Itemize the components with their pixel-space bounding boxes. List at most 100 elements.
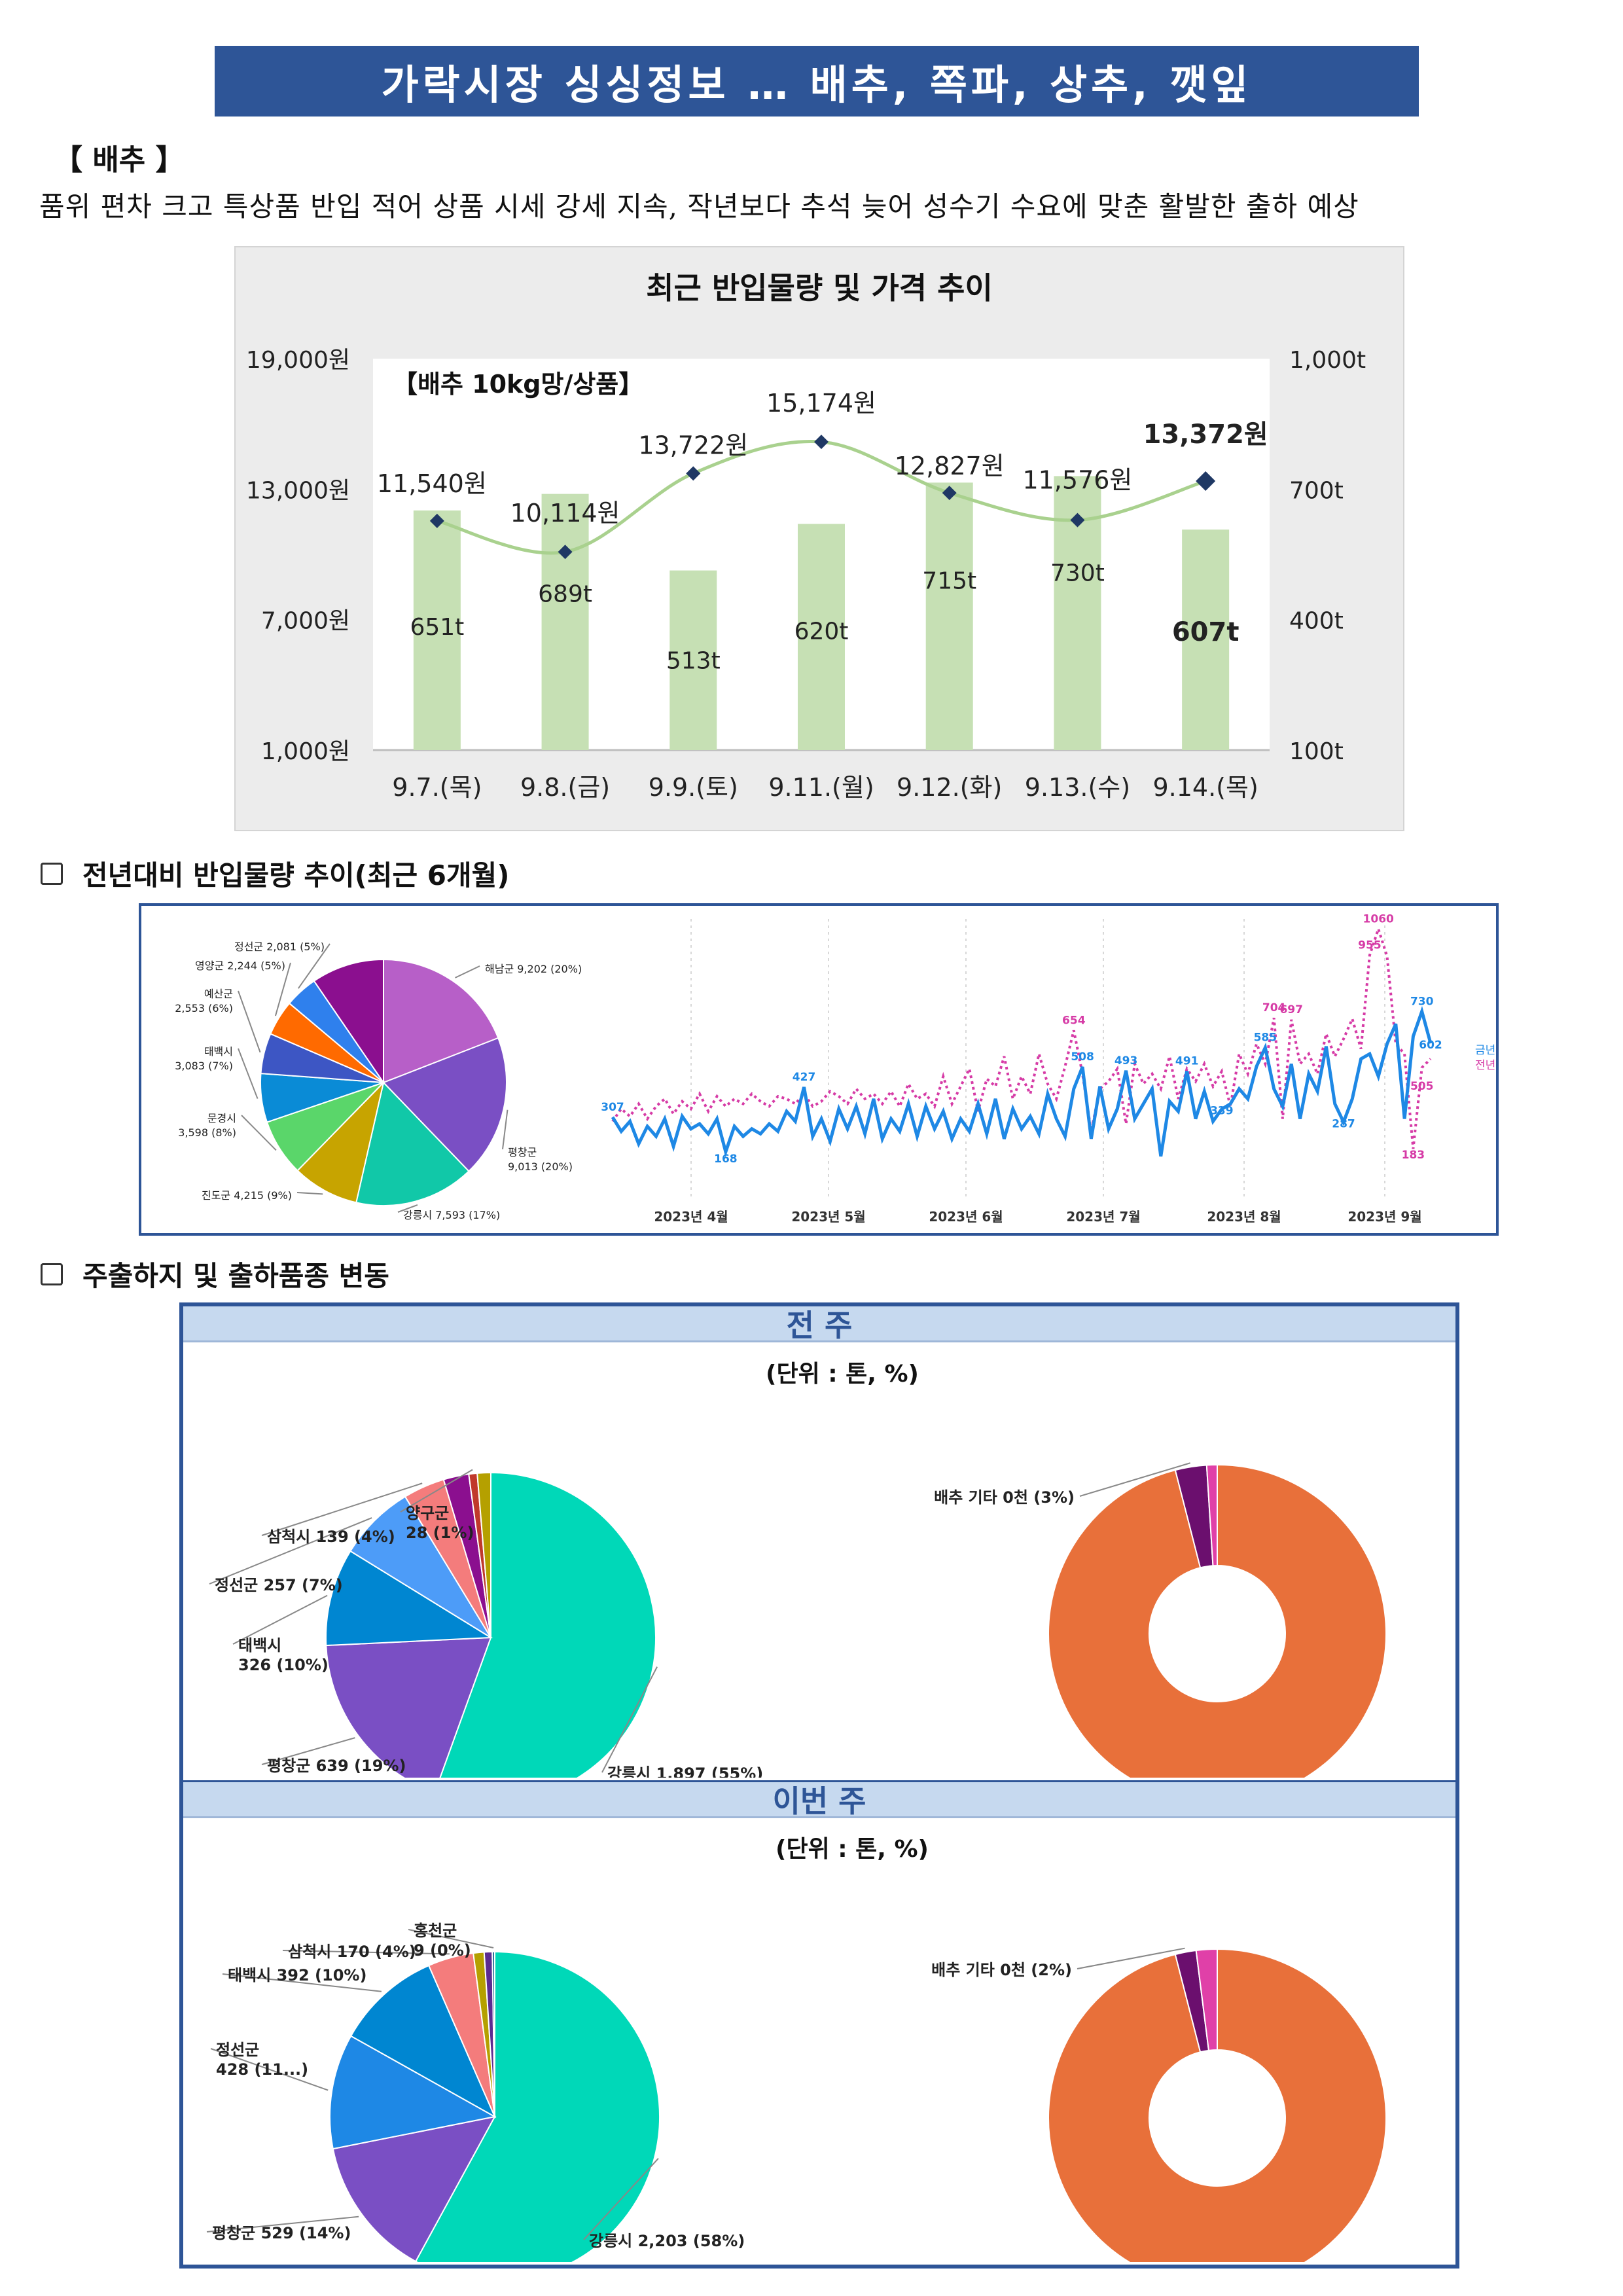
line-data-label: 287 — [1332, 1117, 1355, 1130]
current-year-line — [611, 1005, 1433, 1158]
price-marker — [429, 513, 444, 528]
pie-label: 양구군 — [406, 1504, 449, 1522]
six-month-heading: 전년대비 반입물량 추이(최근 6개월) — [41, 853, 509, 893]
prev-week-unit: (단위 : 톤, %) — [766, 1361, 919, 1388]
pie-leader-line — [206, 2215, 359, 2233]
pie-label: 3,083 (7%) — [175, 1060, 233, 1072]
volume-label: 689t — [538, 581, 592, 608]
line-data-label: 508 — [1071, 1050, 1094, 1064]
market-summary: 품위 편차 크고 특상품 반입 적어 상품 시세 강세 지속, 작년보다 추석 … — [39, 190, 1359, 223]
pie-label: 문경시 — [207, 1112, 236, 1124]
line-data-label: 704 — [1262, 1001, 1286, 1014]
pie-leader-line — [502, 1109, 508, 1150]
volume-bar — [925, 482, 973, 750]
left-axis-tick: 1,000원 — [261, 738, 350, 765]
price-marker — [1070, 512, 1085, 528]
six-month-origin-pie: 해남군 9,202 (20%) 평창군 9,013 (20%) 강릉시 7,593 (… — [175, 941, 582, 1221]
line-data-label: 339 — [1210, 1105, 1234, 1118]
six-month-panel: 해남군 9,202 (20%) 평창군 9,013 (20%) 강릉시 7,593 (… — [139, 903, 1499, 1236]
pie-label: 평창군 529 (14%) — [212, 2224, 351, 2242]
left-axis-tick: 19,000원 — [246, 347, 350, 374]
line-data-label: 491 — [1175, 1055, 1199, 1068]
pie-leader-line — [298, 943, 330, 989]
volume-label: 715t — [922, 567, 976, 594]
line-data-label: 585 — [1254, 1031, 1277, 1045]
month-tick-label: 2023년 8월 — [1207, 1209, 1281, 1225]
this-week-strip: 이번 주 — [183, 1780, 1455, 1819]
volume-label: 620t — [794, 618, 849, 645]
pie-slice — [476, 1471, 491, 1638]
line-data-label: 493 — [1115, 1054, 1138, 1067]
pie-label: 2,553 (6%) — [175, 1002, 233, 1014]
pie-label: 3,598 (8%) — [178, 1126, 236, 1139]
line-data-label: 1060 — [1363, 912, 1394, 925]
line-data-label: 427 — [793, 1071, 816, 1084]
pie-slice — [1205, 1463, 1218, 1567]
pie-slice — [296, 1080, 385, 1204]
line-data-label: 168 — [714, 1153, 738, 1166]
volume-label: 513t — [666, 648, 721, 675]
weekly-origin-panel: 전 주 (단위 : 톤, %) 강릉시 1,897 (55%) 평창군 639 (… — [179, 1302, 1459, 2269]
price-volume-chart-svg: 최근 반입물량 및 가격 추이 【배추 10kg망/상품】 19,000원 13,00… — [246, 270, 1366, 802]
x-axis-category: 9.11.(월) — [768, 773, 874, 802]
pie-label: 9,013 (20%) — [508, 1160, 573, 1173]
pie-slice — [383, 958, 499, 1084]
pie-leader-line — [400, 1469, 473, 1513]
pie-slice — [1048, 1948, 1387, 2262]
this-week-unit: (단위 : 톤, %) — [776, 1836, 929, 1863]
pie-label: 28 (1%) — [406, 1524, 474, 1542]
pie-label: 예산군 — [204, 988, 233, 1000]
month-tick-label: 2023년 5월 — [791, 1209, 865, 1225]
month-tick-label: 2023년 4월 — [654, 1209, 728, 1225]
line-data-label: 307 — [601, 1101, 624, 1114]
line-data-label: 654 — [1062, 1014, 1086, 1027]
pie-label: 정선군 2,081 (5%) — [234, 941, 325, 953]
line-data-label: 955 — [1358, 939, 1382, 952]
price-label: 11,576원 — [1022, 466, 1132, 495]
this-week-variety-donut: 고냉지배추 4천 (96%)배추 기타 0천 (2%) — [931, 1947, 1387, 2262]
price-marker — [814, 435, 829, 450]
pie-label: 배추 기타 0천 (2%) — [931, 1961, 1072, 1979]
pie-slice — [439, 1471, 656, 1778]
volume-bar — [1182, 529, 1230, 750]
pie-leader-line — [238, 990, 261, 1053]
price-label: 13,372원 — [1143, 420, 1268, 450]
price-marker — [1196, 471, 1216, 491]
chart-title: 최근 반입물량 및 가격 추이 — [646, 270, 993, 306]
pie-label: 정선군 257 (7%) — [215, 1576, 343, 1594]
pie-leader-line — [282, 1950, 450, 1955]
six-month-volume-line-chart: 2023년 4월 2023년 5월 2023년 6월 2023년 7월 2023년 8월… — [601, 912, 1495, 1225]
pie-leader-line — [455, 965, 480, 978]
pie-slice — [325, 1550, 493, 1647]
pie-label: 배추 기타 0천 (3%) — [934, 1488, 1075, 1507]
pie-leader-line — [210, 2048, 329, 2091]
pie-label: 영양군 2,244 (5%) — [195, 960, 285, 972]
price-marker — [558, 545, 573, 560]
pie-leader-line — [296, 1192, 323, 1195]
prev-week-label: 전 주 — [786, 1308, 853, 1343]
pie-leader-line — [222, 1973, 382, 1992]
volume-bar — [413, 510, 461, 750]
pie-label: 강릉시 2,203 (58%) — [589, 2232, 745, 2250]
pie-label: 진도군 4,215 (9%) — [202, 1189, 292, 1202]
pie-leader-line — [583, 2158, 659, 2240]
pie-label: 해남군 9,202 (20%) — [485, 963, 582, 975]
right-axis-tick: 100t — [1289, 738, 1344, 765]
pie-label: 326 (10%) — [238, 1656, 329, 1674]
pie-leader-line — [601, 1666, 658, 1773]
price-volume-chart: 최근 반입물량 및 가격 추이 【배추 10kg망/상품】 19,000원 13,00… — [234, 246, 1404, 831]
line-data-label: 602 — [1419, 1039, 1442, 1052]
legend-prior-year: 전년 — [1475, 1059, 1495, 1072]
month-tick-label: 2023년 6월 — [929, 1209, 1003, 1225]
pie-label: 9 (0%) — [414, 1941, 471, 1960]
pie-leader-line — [397, 1204, 418, 1213]
pie-label: 평창군 — [508, 1146, 537, 1158]
pie-leader-line — [261, 1482, 423, 1536]
prior-year-line — [611, 924, 1432, 1149]
pie-slice — [1048, 1463, 1387, 1778]
pie-leader-line — [1077, 1947, 1185, 1969]
right-axis-tick: 700t — [1289, 477, 1344, 504]
pie-label: 태백시 — [238, 1636, 281, 1655]
x-axis-category: 9.14.(목) — [1152, 773, 1258, 802]
